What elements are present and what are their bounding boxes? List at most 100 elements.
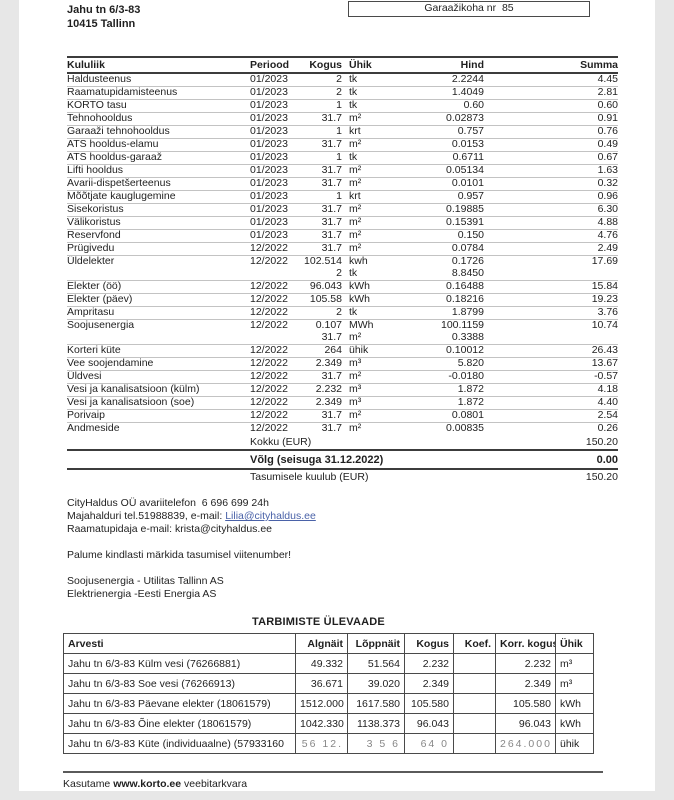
meter-quantity: 64 0 xyxy=(404,733,454,754)
cost-quantity: 1 xyxy=(298,151,342,165)
meter-unit: kWh xyxy=(555,693,594,714)
col-header-periood: Periood xyxy=(250,56,298,74)
cost-name: Mõõtjate kauglugemine xyxy=(67,190,250,204)
cost-unit: tk xyxy=(342,151,387,165)
col-header-kogus: Kogus xyxy=(298,56,342,74)
cost-row: Lifti hooldus 01/2023 31.7 m² 0.05134 1.… xyxy=(67,164,618,178)
cost-name: Korteri küte xyxy=(67,344,250,358)
col-header-kululiik: Kululiik xyxy=(67,56,250,74)
cost-unit: m³ xyxy=(342,357,387,371)
cost-quantity: 0.107 xyxy=(315,319,342,332)
cost-unit: m² xyxy=(342,242,387,256)
cost-quantity: 31.7 xyxy=(298,203,342,217)
cost-period: 12/2022 xyxy=(250,280,298,294)
footer-suffix: veebitarkvara xyxy=(181,778,248,790)
meter-corrected-quantity: 264.000 xyxy=(495,733,556,754)
cost-period: 01/2023 xyxy=(250,125,298,139)
cost-price: 0.18216 xyxy=(387,293,484,307)
meter-coefficient xyxy=(453,653,496,674)
cost-sum: 0.60 xyxy=(484,99,618,113)
col-header-algnait: Algnäit xyxy=(295,633,348,654)
cost-name: Garaaži tehnohooldus xyxy=(67,125,250,139)
cost-period: 01/2023 xyxy=(250,151,298,165)
cost-sum: 2.81 xyxy=(484,86,618,100)
cost-unit: tk xyxy=(342,306,387,320)
cost-price: 5.820 xyxy=(387,357,484,371)
cost-unit: tk xyxy=(342,99,387,113)
cost-price: 0.0101 xyxy=(387,177,484,191)
cost-row: Korteri küte 12/2022 264 ühik 0.10012 26… xyxy=(67,344,618,358)
cost-row: Tehnohooldus 01/2023 31.7 m² 0.02873 0.9… xyxy=(67,112,618,126)
totals-row: Kokku (EUR) 150.20 xyxy=(67,435,618,451)
cost-price: 0.02873 xyxy=(387,112,484,126)
cost-price: 0.957 xyxy=(387,190,484,204)
totals-label: Kokku (EUR) xyxy=(250,436,312,448)
meter-name: Jahu tn 6/3-83 Õine elekter (18061579) xyxy=(63,713,296,734)
cost-price: 100.1159 xyxy=(440,319,484,332)
manager-email-link[interactable]: Lilia@cityhaldus.ee xyxy=(225,510,316,522)
cost-period: 01/2023 xyxy=(250,112,298,126)
cost-quantity: 1 xyxy=(298,99,342,113)
cost-price: 0.0801 xyxy=(387,409,484,423)
cost-period: 01/2023 xyxy=(250,216,298,230)
cost-quantity: 2 xyxy=(298,306,342,320)
totals-label: Võlg (seisuga 31.12.2022) xyxy=(250,453,384,466)
cost-period: 12/2022 xyxy=(250,422,288,435)
cost-unit: m³ xyxy=(342,396,387,410)
meter-end-reading: 1138.373 xyxy=(347,713,405,734)
consumption-table: Arvesti Algnäit Lõppnäit Kogus Koef. Kor… xyxy=(63,633,594,754)
cost-period: 12/2022 xyxy=(250,242,298,256)
cost-price: 0.16488 xyxy=(387,280,484,294)
cost-name: Lifti hooldus xyxy=(67,164,250,178)
cost-table: Kululiik Periood Kogus Ühik Hind Summa H… xyxy=(67,56,618,435)
cost-price: 0.150 xyxy=(387,229,484,243)
meter-corrected-quantity: 96.043 xyxy=(495,713,556,734)
contact-block: CityHaldus OÜ avariitelefon 6 696 699 24… xyxy=(67,497,655,601)
cost-unit: krt xyxy=(342,125,387,139)
totals-section: Kokku (EUR) 150.20 Võlg (seisuga 31.12.2… xyxy=(67,435,618,484)
cost-price: 0.0784 xyxy=(387,242,484,256)
cost-sum: 0.91 xyxy=(484,112,618,126)
cost-row: Andmeside 12/2022 31.7 m² 0.00835 0.26 xyxy=(67,423,618,436)
cost-row: Porivaip 12/2022 31.7 m² 0.0801 2.54 xyxy=(67,409,618,423)
cost-row: Avarii-dispetšerteenus 01/2023 31.7 m² 0… xyxy=(67,177,618,191)
cost-row: Välikoristus 01/2023 31.7 m² 0.15391 4.8… xyxy=(67,216,618,230)
cost-unit: m² xyxy=(342,229,387,243)
cost-name: Andmeside xyxy=(67,422,120,435)
cost-unit: kWh xyxy=(342,280,387,294)
cost-unit: krt xyxy=(342,190,387,204)
cost-period: 12/2022 xyxy=(250,370,298,384)
cost-name: Üldvesi xyxy=(67,370,250,384)
cost-name: Ampritasu xyxy=(67,306,250,320)
cost-sum: 15.84 xyxy=(484,280,618,294)
cost-period: 01/2023 xyxy=(250,229,298,243)
cost-price: 1.4049 xyxy=(387,86,484,100)
cost-quantity: 31.7 xyxy=(298,409,342,423)
cost-unit: tk xyxy=(342,73,387,87)
meter-end-reading: 3 5 6 xyxy=(347,733,405,754)
cost-row: Ampritasu 12/2022 2 tk 1.8799 3.76 xyxy=(67,306,618,320)
cost-row: Garaaži tehnohooldus 01/2023 1 krt 0.757… xyxy=(67,125,618,139)
cost-period: 12/2022 xyxy=(250,306,298,320)
meter-start-reading: 56 12. xyxy=(295,733,348,754)
cost-sum: 6.30 xyxy=(484,203,618,217)
totals-value: 150.20 xyxy=(585,436,618,448)
consumption-title: TARBIMISTE ÜLEVAADE xyxy=(252,616,385,628)
cost-price: 0.15391 xyxy=(387,216,484,230)
cost-row: Vesi ja kanalisatsioon (külm) 12/2022 2.… xyxy=(67,383,618,397)
cost-quantity: 2.349 xyxy=(298,357,342,371)
col-header-arvesti: Arvesti xyxy=(63,633,296,654)
cost-quantity: 264 xyxy=(298,344,342,358)
cost-period: 12/2022 xyxy=(250,383,298,397)
cost-sum: 0.76 xyxy=(484,125,618,139)
meter-quantity: 2.349 xyxy=(404,673,454,694)
meter-end-reading: 39.020 xyxy=(347,673,405,694)
cost-price: 0.757 xyxy=(387,125,484,139)
cost-unit: tk xyxy=(342,86,387,100)
consumption-header-row: Arvesti Algnäit Lõppnäit Kogus Koef. Kor… xyxy=(63,633,594,654)
cost-row: Reservfond 01/2023 31.7 m² 0.150 4.76 xyxy=(67,229,618,243)
cost-quantity: 31.7 xyxy=(298,216,342,230)
cost-name: Välikoristus xyxy=(67,216,250,230)
cost-row: Mõõtjate kauglugemine 01/2023 1 krt 0.95… xyxy=(67,190,618,204)
